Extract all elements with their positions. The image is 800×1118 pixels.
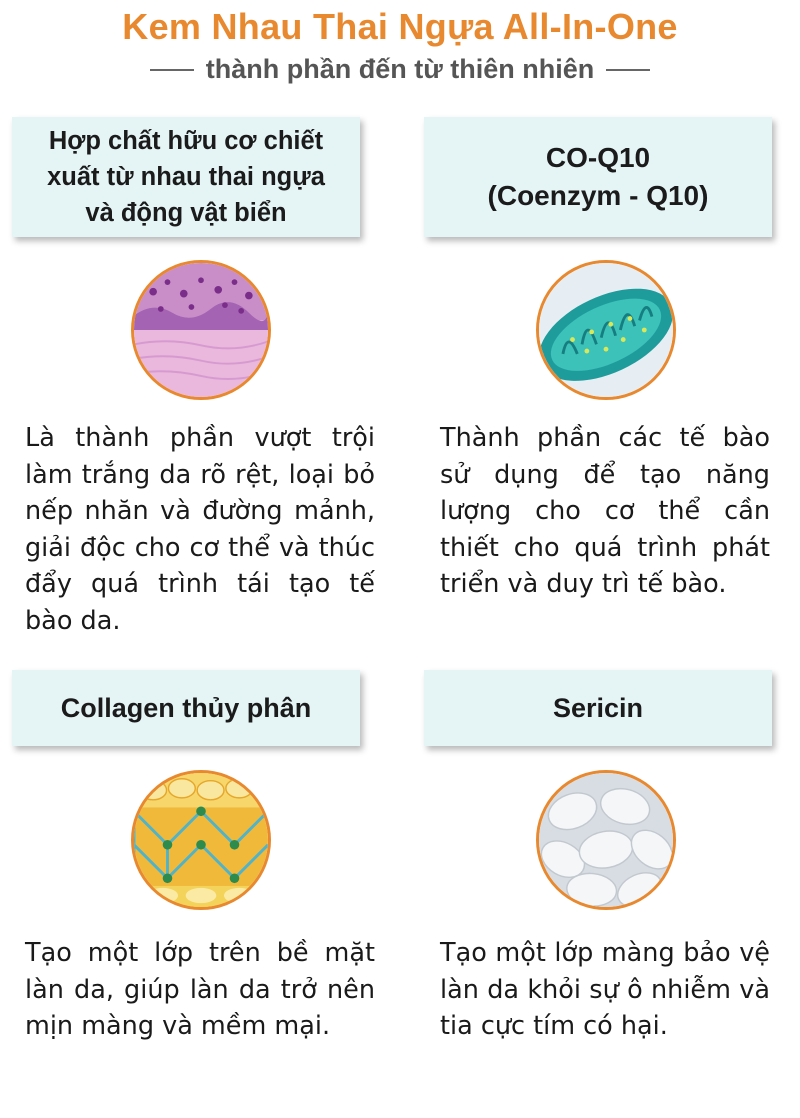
ingredient-header-placenta: Hợp chất hữu cơ chiết xuất từ nhau thai … <box>12 117 360 237</box>
ingredient-name-line: CO-Q10 <box>545 142 651 173</box>
page-subtitle: thành phần đến từ thiên nhiên <box>205 54 595 84</box>
ingredient-header-collagen: Collagen thủy phân <box>12 670 360 746</box>
subtitle-row: thành phần đến từ thiên nhiên <box>0 54 800 85</box>
mitochondria-icon <box>536 260 676 400</box>
ingredient-header-coq10: CO-Q10 (Coenzym - Q10) <box>424 117 772 237</box>
tissue-micrograph-icon <box>131 260 271 400</box>
page-title: Kem Nhau Thai Ngựa All-In-One <box>122 6 678 47</box>
ingredient-name-line: (Coenzym - Q10) <box>487 180 709 211</box>
ingredient-name-line: Sericin <box>552 692 644 723</box>
ingredient-description: Tạo một lớp màng bảo vệ làn da khỏi sự ô… <box>440 938 770 1041</box>
subtitle-rule-right <box>606 68 651 71</box>
collagen-network-icon <box>131 770 271 910</box>
subtitle-rule-left <box>149 68 194 71</box>
ingredient-name-line: và động vật biển <box>85 199 287 227</box>
ingredient-name-line: Collagen thủy phân <box>60 692 312 723</box>
ingredient-description: Là thành phần vượt trội làm trắng da rõ … <box>25 423 375 636</box>
ingredient-description: Tạo một lớp trên bề mặt làn da, giúp làn… <box>25 938 375 1041</box>
ingredient-header-sericin: Sericin <box>424 670 772 746</box>
ingredient-name-line: xuất từ nhau thai ngựa <box>47 163 325 191</box>
ingredient-description: Thành phần các tế bào sử dụng để tạo năn… <box>440 423 770 599</box>
ingredient-name-line: Hợp chất hữu cơ chiết <box>48 127 324 155</box>
silk-cocoons-icon <box>536 770 676 910</box>
